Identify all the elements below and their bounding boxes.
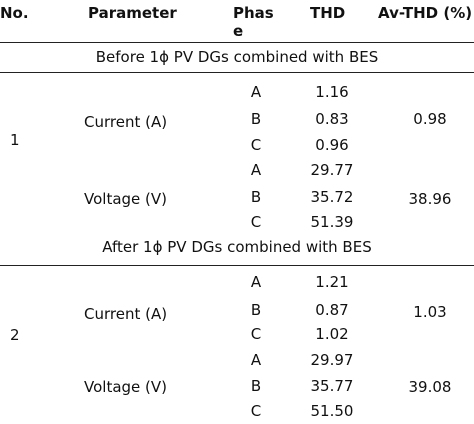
thd-value: 29.77 (310, 161, 354, 179)
group-2-no: 2 (10, 326, 20, 344)
avthd-value: 0.98 (413, 110, 447, 128)
thd-value: 1.16 (315, 83, 349, 101)
header-phase-line1: Phas (233, 4, 274, 22)
header-no: No. (0, 4, 29, 22)
group-1-current-label: Current (A) (84, 113, 168, 131)
header-thd: THD (310, 4, 346, 22)
header-rule (0, 42, 474, 43)
thd-value: 0.87 (315, 301, 349, 319)
thd-value: 51.39 (310, 213, 354, 231)
phase-cell: C (250, 136, 262, 154)
phase-cell: A (250, 273, 262, 291)
header-phase-line2: e (233, 22, 244, 40)
avthd-value: 39.08 (408, 378, 452, 396)
avthd-value: 1.03 (413, 303, 447, 321)
phase-cell: C (250, 213, 262, 231)
header-parameter: Parameter (88, 4, 177, 22)
group-1-no: 1 (10, 131, 20, 149)
phase-cell: A (250, 83, 262, 101)
phase-cell: B (250, 188, 262, 206)
group-2-voltage-label: Voltage (V) (84, 378, 167, 396)
group-2-current-label: Current (A) (84, 305, 168, 323)
phase-cell: C (250, 402, 262, 420)
thd-value: 0.96 (315, 136, 349, 154)
group-2-caption: After 1ϕ PV DGs combined with BES (102, 238, 372, 256)
phase-cell: A (250, 351, 262, 369)
phase-cell: B (250, 301, 262, 319)
group-2-rule (0, 265, 474, 266)
group-1-caption: Before 1ϕ PV DGs combined with BES (95, 48, 379, 66)
thd-value: 1.21 (315, 273, 349, 291)
group-1-voltage-label: Voltage (V) (84, 190, 167, 208)
avthd-value: 38.96 (408, 190, 452, 208)
thd-value: 0.83 (315, 110, 349, 128)
phase-cell: A (250, 161, 262, 179)
group-1-rule (0, 72, 474, 73)
phase-cell: B (250, 110, 262, 128)
header-avthd: Av-THD (%) (378, 4, 473, 22)
phase-cell: C (250, 325, 262, 343)
thd-value: 29.97 (310, 351, 354, 369)
thd-value: 35.77 (310, 377, 354, 395)
thd-value: 51.50 (310, 402, 354, 420)
phase-cell: B (250, 377, 262, 395)
thd-value: 1.02 (315, 325, 349, 343)
header-phase: Phas e (233, 4, 274, 40)
thd-value: 35.72 (310, 188, 354, 206)
